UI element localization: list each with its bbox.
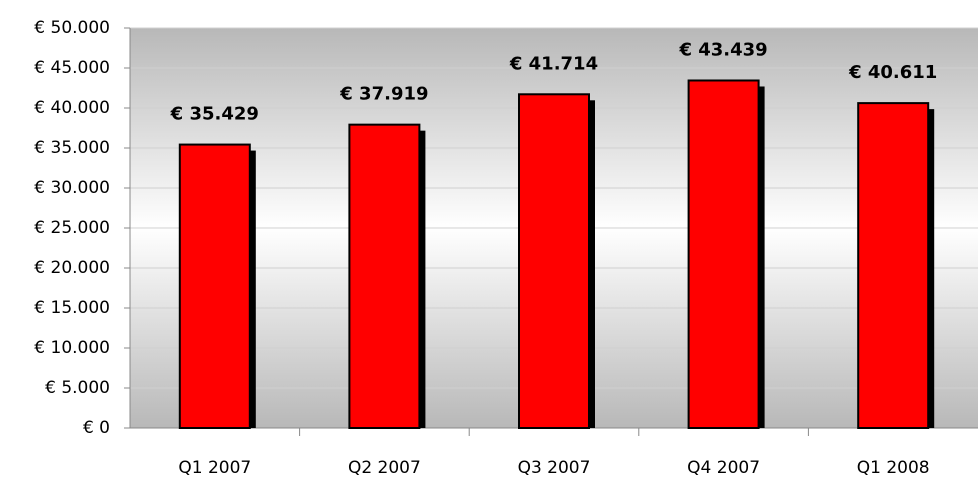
bar [857,102,930,429]
y-tick-label: € 5.000 [45,378,110,398]
y-tick-label: € 30.000 [34,178,110,198]
value-label: € 41.714 [509,53,598,74]
y-tick-label: € 0 [83,418,110,438]
y-tick-label: € 15.000 [34,298,110,318]
value-label: € 40.611 [848,62,937,83]
x-tick-label: Q4 2007 [687,458,760,478]
bar [518,93,590,430]
bar [348,123,421,429]
y-tick-label: € 45.000 [34,58,110,78]
x-tick-label: Q3 2007 [518,458,591,478]
value-label: € 37.919 [339,84,428,105]
y-tick-label: € 50.000 [34,18,110,38]
x-tick-label: Q2 2007 [348,458,421,478]
x-tick-label: Q1 2008 [857,458,930,478]
y-tick-label: € 25.000 [34,218,110,238]
value-label: € 43.439 [678,39,767,60]
bar [687,79,760,429]
y-tick-label: € 10.000 [34,338,110,358]
value-label: € 35.429 [170,104,259,125]
bar [178,143,251,429]
y-tick-label: € 20.000 [34,258,110,278]
y-tick-label: € 35.000 [34,138,110,158]
y-tick-label: € 40.000 [34,98,110,118]
x-tick-label: Q1 2007 [178,458,251,478]
